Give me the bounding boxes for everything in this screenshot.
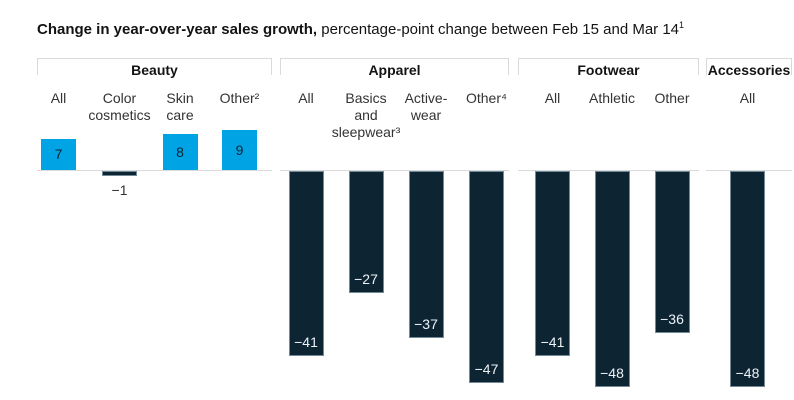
bar-value-label: 7 <box>54 146 63 163</box>
group-label-footwear: Footwear <box>577 62 640 78</box>
chart-title-footnote-marker: 1 <box>679 20 685 30</box>
column-label: Active- wear <box>404 90 448 123</box>
axis-line-accessories <box>706 170 792 171</box>
bar-footwear-1: −41 <box>535 171 570 356</box>
column-label: Other <box>654 90 690 106</box>
bar-value-label: −37 <box>414 315 438 332</box>
column-label: Color cosmetics <box>88 90 151 123</box>
bar-value-label: −1 <box>111 181 128 198</box>
group-bracket-apparel: Apparel <box>280 58 509 78</box>
group-label-beauty: Beauty <box>131 62 178 78</box>
bar-beauty-2 <box>102 171 137 176</box>
bar-apparel-3: −37 <box>408 171 444 338</box>
bar-value-label: −36 <box>660 311 684 327</box>
bar-beauty-1: 7 <box>41 138 76 170</box>
bar-apparel-4: −47 <box>469 171 504 383</box>
bar-footwear-2: −48 <box>594 171 630 387</box>
chart-title-bold: Change in year-over-year sales growth, <box>37 21 318 38</box>
axis-line-footwear <box>518 170 699 171</box>
bar-value-label: −48 <box>735 365 760 381</box>
chart-title: Change in year-over-year sales growth, p… <box>37 20 685 39</box>
column-label: All <box>298 90 314 106</box>
column-label: All <box>739 90 756 106</box>
bar-value-label: −27 <box>354 270 378 287</box>
bar-apparel-1: −41 <box>288 171 324 356</box>
bar-footwear-3: −36 <box>654 171 690 333</box>
column-label: All <box>544 90 561 106</box>
bar-value-label: −47 <box>474 360 499 377</box>
column-label: Skin care <box>166 90 194 123</box>
axis-line-apparel <box>280 170 509 171</box>
bar-apparel-2: −27 <box>348 171 384 293</box>
group-bracket-accessories: Accessories <box>706 58 792 78</box>
column-label: Basics and sleepwear³ <box>331 90 401 140</box>
bar-value-label: −41 <box>540 333 565 350</box>
bar-value-label: −41 <box>294 333 318 350</box>
bar-value-label: −48 <box>600 365 624 381</box>
column-label: All <box>50 90 67 106</box>
group-bracket-footwear: Footwear <box>518 58 699 78</box>
column-label: Other² <box>219 90 260 106</box>
bar-beauty-3: 8 <box>162 134 198 170</box>
bar-accessories-1: −48 <box>730 171 765 387</box>
chart-title-regular: percentage-point change between Feb 15 a… <box>317 21 680 38</box>
axis-line-beauty <box>37 170 272 171</box>
column-label: Athletic <box>589 90 635 106</box>
column-label: Other⁴ <box>465 90 508 106</box>
bar-value-label: 9 <box>235 141 244 158</box>
bar-value-label: 8 <box>176 144 184 160</box>
group-label-apparel: Apparel <box>368 62 421 78</box>
group-bracket-beauty: Beauty <box>37 58 272 78</box>
bar-beauty-4: 9 <box>222 129 257 170</box>
group-label-accessories: Accessories <box>707 62 791 78</box>
